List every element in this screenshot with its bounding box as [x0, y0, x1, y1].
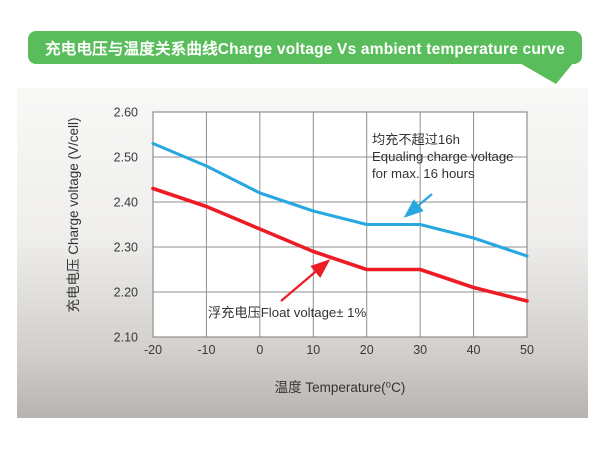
banner: 充电电压与温度关系曲线Charge voltage Vs ambient tem…: [28, 31, 582, 64]
y-axis-label: 充电电压 Charge voltage (V/cell): [66, 117, 81, 313]
float-annotation-line-1: 浮充电压Float voltage± 1%: [208, 305, 367, 320]
float-annotation: 浮充电压Float voltage± 1%: [208, 304, 366, 321]
plot-background: [153, 112, 527, 337]
banner-tail-shape: [518, 62, 574, 84]
y-tick-label: 2.50: [114, 151, 138, 165]
float-annotation-arrow: [280, 259, 331, 302]
x-tick-label: 30: [413, 343, 427, 357]
equalize-annotation-line-2: Equaling charge voltage: [372, 149, 514, 164]
y-tick-label: 2.10: [114, 331, 138, 345]
charge-voltage-chart: 2.60 2.50 2.40 2.30 2.20 2.10 -20 -10 0 10 20 30 40 5…: [114, 106, 534, 358]
page-title: 充电电压与温度关系曲线Charge voltage Vs ambient tem…: [45, 40, 565, 58]
float-voltage-line: [151, 186, 529, 303]
x-tick-label: 40: [467, 343, 481, 357]
y-tick-label: 2.30: [114, 241, 138, 255]
equalize-voltage-line: [151, 141, 529, 258]
y-tick-label: 2.20: [114, 286, 138, 300]
x-tick-label: 0: [256, 343, 263, 357]
equalize-annotation-line-1: 均充不超过16h: [372, 132, 460, 147]
x-tick-label: 20: [360, 343, 374, 357]
x-tick-label: -10: [197, 343, 215, 357]
chart-panel: 2.60 2.50 2.40 2.30 2.20 2.10 -20 -10 0 10 20 30 40 5…: [17, 88, 588, 418]
x-tick-label: -20: [144, 343, 162, 357]
equalize-annotation: 均充不超过16h Equaling charge voltage for max…: [372, 131, 514, 182]
x-tick-label: 10: [306, 343, 320, 357]
x-axis-label: 温度 Temperature(⁰C): [274, 380, 406, 395]
equalize-annotation-arrow: [403, 193, 433, 218]
x-tick-label: 50: [520, 343, 534, 357]
y-tick-label: 2.40: [114, 196, 138, 210]
equalize-annotation-line-3: for max. 16 hours: [372, 166, 475, 181]
y-tick-label: 2.60: [114, 106, 138, 120]
plot-border: [152, 111, 528, 338]
